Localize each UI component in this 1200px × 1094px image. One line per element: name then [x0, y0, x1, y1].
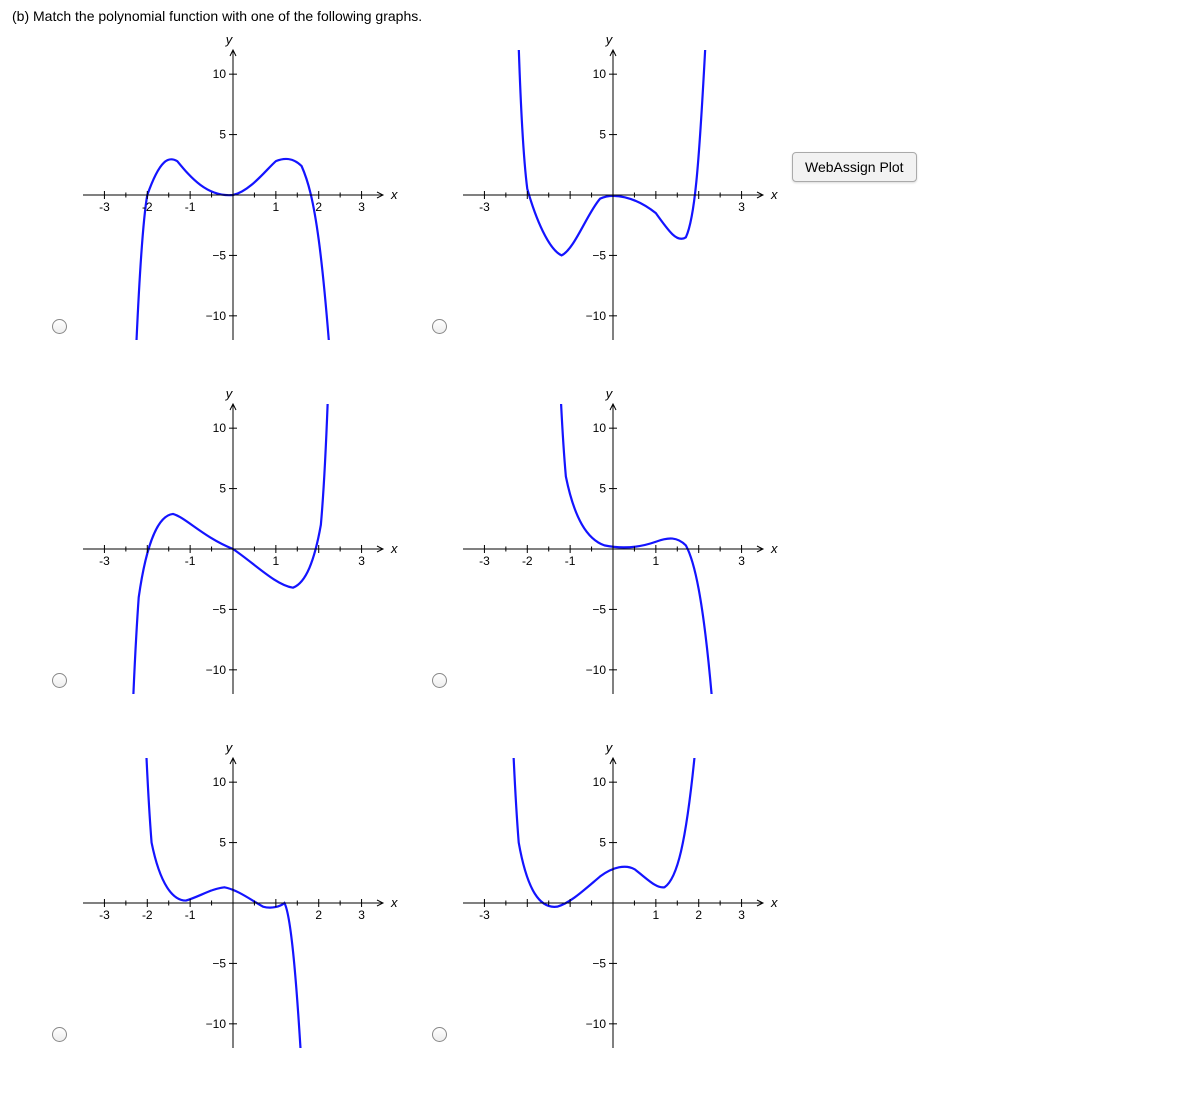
svg-text:1: 1	[653, 554, 660, 568]
svg-text:5: 5	[219, 836, 226, 850]
svg-text:3: 3	[738, 554, 745, 568]
option-1: -3 -2 -1 1 2 3 −10 −5 5 10 x y	[52, 32, 412, 346]
svg-text:y: y	[605, 386, 614, 401]
svg-text:10: 10	[213, 421, 227, 435]
svg-text:−10: −10	[206, 663, 227, 677]
svg-text:−10: −10	[586, 663, 607, 677]
radio-option-1[interactable]	[52, 319, 67, 334]
svg-text:-3: -3	[99, 200, 110, 214]
svg-text:−10: −10	[586, 309, 607, 323]
option-2: -33−10−5510xy WebAssign Plot	[432, 32, 792, 346]
svg-text:−5: −5	[212, 602, 226, 616]
chart-2: -33−10−5510xy	[457, 36, 777, 346]
svg-text:y: y	[605, 740, 614, 755]
svg-text:−10: −10	[206, 309, 227, 323]
option-3: -3 -1 1 3 −10 −5 5 10 x y	[52, 386, 412, 700]
svg-text:5: 5	[599, 836, 606, 850]
question-text: (b) Match the polynomial function with o…	[12, 8, 1188, 24]
chart-4: -3-2-113−10−5510xy	[457, 390, 777, 700]
svg-text:-1: -1	[565, 554, 576, 568]
svg-text:x: x	[390, 541, 398, 556]
svg-text:3: 3	[358, 554, 365, 568]
svg-text:−5: −5	[212, 956, 226, 970]
svg-text:−5: −5	[592, 602, 606, 616]
svg-text:10: 10	[213, 775, 227, 789]
tooltip-webassign-plot: WebAssign Plot	[792, 152, 917, 182]
svg-text:5: 5	[219, 128, 226, 142]
chart-1: -3-2-1123−10−5510xy	[77, 36, 397, 346]
radio-option-3[interactable]	[52, 673, 67, 688]
svg-text:5: 5	[599, 482, 606, 496]
svg-text:x: x	[770, 187, 778, 202]
svg-text:3: 3	[738, 200, 745, 214]
svg-text:y: y	[225, 740, 234, 755]
svg-text:-3: -3	[99, 908, 110, 922]
svg-text:3: 3	[358, 200, 365, 214]
radio-option-4[interactable]	[432, 673, 447, 688]
svg-text:5: 5	[219, 482, 226, 496]
svg-text:x: x	[770, 541, 778, 556]
svg-text:-1: -1	[185, 908, 196, 922]
svg-text:−10: −10	[206, 1017, 227, 1031]
svg-text:-1: -1	[185, 554, 196, 568]
chart-6: -3123−10−5510xy	[457, 744, 777, 1054]
svg-text:−5: −5	[212, 248, 226, 262]
options-grid: -3 -2 -1 1 2 3 −10 −5 5 10 x y -3 3 −10 −5 5 10 x y WebAss…	[52, 32, 1188, 1054]
svg-text:1: 1	[653, 908, 660, 922]
svg-text:10: 10	[593, 775, 607, 789]
svg-text:-2: -2	[522, 554, 533, 568]
svg-text:2: 2	[315, 200, 322, 214]
svg-text:-2: -2	[142, 200, 153, 214]
chart-5: -3-2-123−10−5510xy	[77, 744, 397, 1054]
svg-text:x: x	[770, 895, 778, 910]
svg-text:2: 2	[695, 908, 702, 922]
svg-text:1: 1	[273, 554, 280, 568]
svg-text:−10: −10	[586, 1017, 607, 1031]
option-6: -3 1 2 3 −10 −5 5 10 x y	[432, 740, 792, 1054]
svg-text:-3: -3	[479, 200, 490, 214]
radio-option-5[interactable]	[52, 1027, 67, 1042]
radio-option-6[interactable]	[432, 1027, 447, 1042]
svg-text:-3: -3	[479, 908, 490, 922]
svg-text:-2: -2	[142, 908, 153, 922]
svg-text:x: x	[390, 895, 398, 910]
svg-text:10: 10	[593, 421, 607, 435]
chart-3: -3-113−10−5510xy	[77, 390, 397, 700]
radio-option-2[interactable]	[432, 319, 447, 334]
option-4: -3 -2 -1 1 3 −10 −5 5 10 x y	[432, 386, 792, 700]
option-5: -3 -2 -1 2 3 −10 −5 5 10 x y	[52, 740, 412, 1054]
svg-text:3: 3	[738, 908, 745, 922]
svg-text:5: 5	[599, 128, 606, 142]
svg-text:y: y	[225, 32, 234, 47]
svg-text:−5: −5	[592, 956, 606, 970]
svg-text:2: 2	[315, 908, 322, 922]
svg-text:1: 1	[273, 200, 280, 214]
svg-text:-1: -1	[185, 200, 196, 214]
svg-text:−5: −5	[592, 248, 606, 262]
svg-text:-3: -3	[479, 554, 490, 568]
svg-text:y: y	[225, 386, 234, 401]
svg-text:3: 3	[358, 908, 365, 922]
svg-text:10: 10	[593, 67, 607, 81]
svg-text:-3: -3	[99, 554, 110, 568]
svg-text:y: y	[605, 32, 614, 47]
svg-text:10: 10	[213, 67, 227, 81]
svg-text:x: x	[390, 187, 398, 202]
